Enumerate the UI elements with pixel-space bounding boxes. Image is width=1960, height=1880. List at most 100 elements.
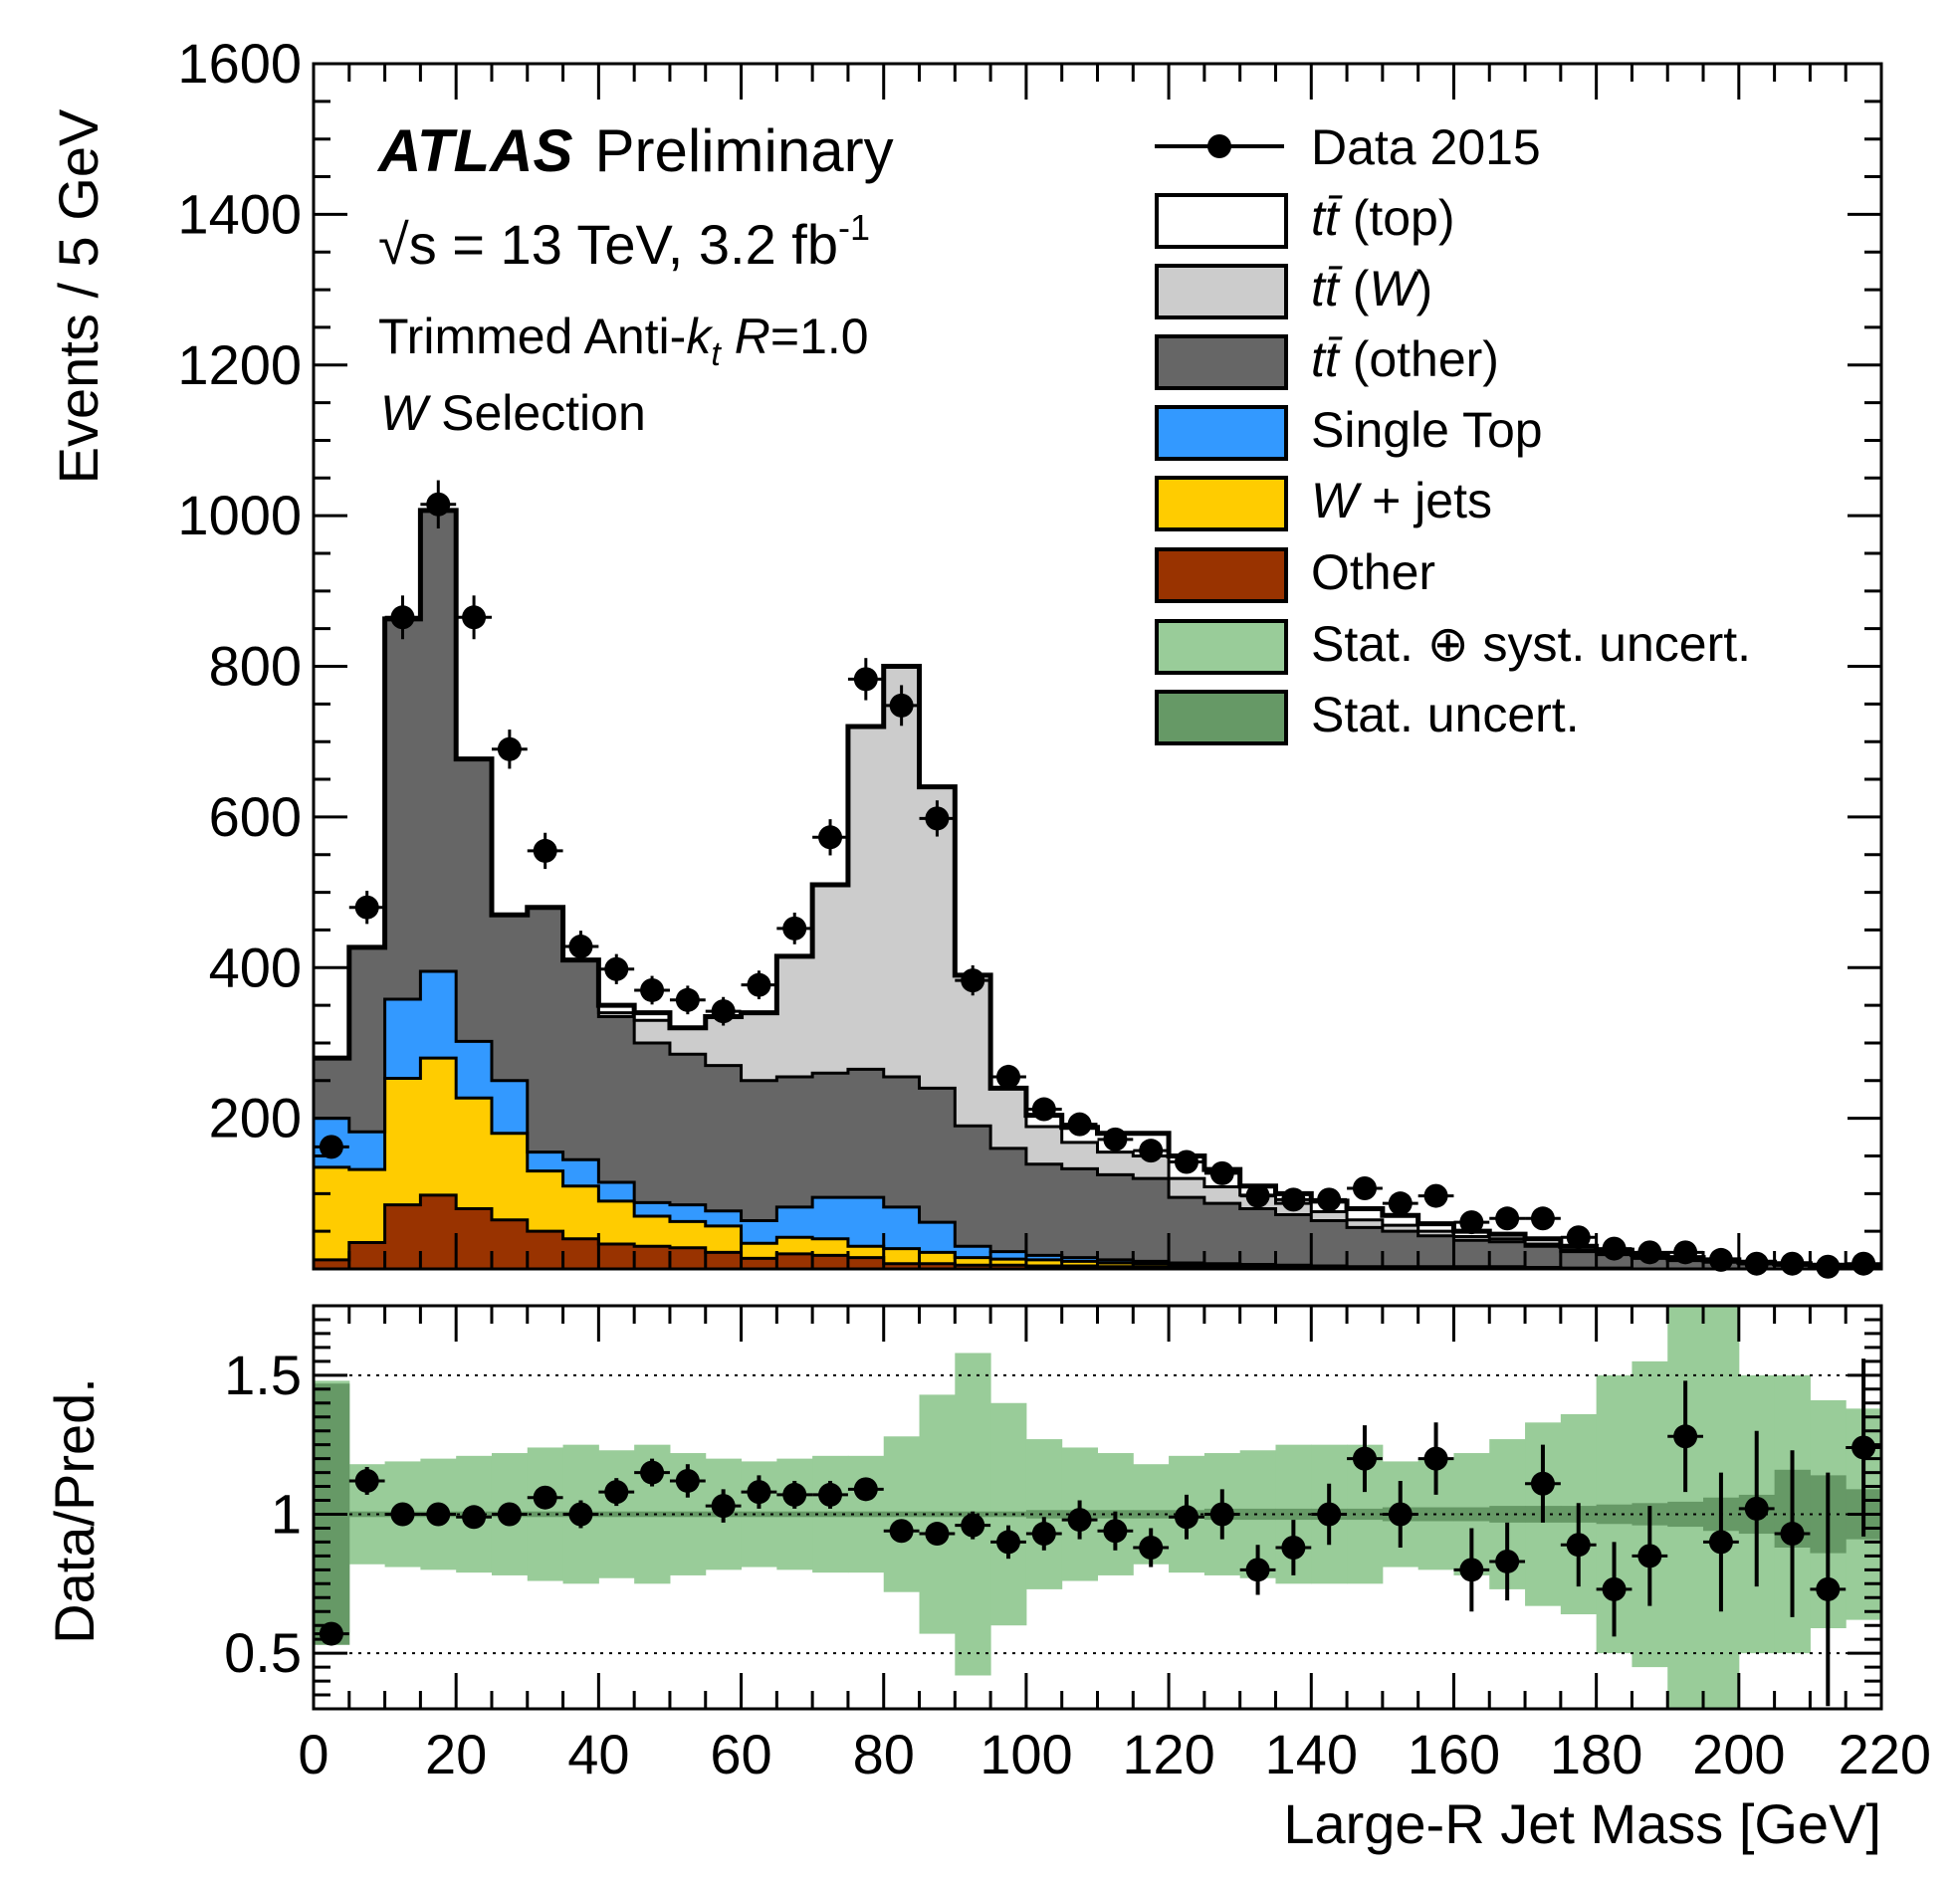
ratio-point — [604, 1480, 629, 1505]
x-axis-label: Large-R Jet Mass [GeV] — [1283, 1792, 1881, 1855]
x-tick-label: 100 — [980, 1723, 1072, 1785]
ratio-point — [1637, 1544, 1662, 1568]
legend-entry-ttbar-other: tt̄ (other) — [1155, 331, 1499, 390]
ratio-point — [1031, 1522, 1056, 1547]
ratio-point — [354, 1468, 379, 1493]
x-tick-label: 40 — [567, 1723, 629, 1785]
legend-swatch-ttbar-top — [1155, 193, 1288, 249]
data-point — [782, 916, 807, 940]
stat-band-bin — [669, 1511, 707, 1518]
ratio-point — [1566, 1533, 1591, 1558]
data-point — [818, 825, 843, 850]
ratio-point — [1495, 1549, 1520, 1573]
ratio-point — [1139, 1536, 1164, 1560]
ratio-point — [1067, 1508, 1092, 1533]
energy-text: s = 13 TeV, 3.2 fb — [409, 213, 838, 276]
data-point — [996, 1064, 1021, 1089]
data-point — [1566, 1225, 1591, 1250]
data-point — [390, 605, 415, 630]
data-point — [1637, 1240, 1662, 1265]
ratio-point — [1174, 1505, 1198, 1530]
ratio-point — [1281, 1536, 1306, 1560]
stat-band-bin — [1133, 1510, 1170, 1519]
legend-ttbar-symbol: tt̄ — [1311, 261, 1343, 316]
stat-band-bin — [1347, 1508, 1384, 1521]
legend-ttbar-symbol: tt̄ — [1311, 190, 1343, 246]
jet-algo-prefix: Trimmed Anti- — [378, 309, 686, 364]
stat-band-bin — [919, 1511, 956, 1518]
ratio-point — [853, 1477, 878, 1502]
stat-band-bin — [598, 1511, 635, 1518]
main-y-tick-label: 1400 — [177, 182, 302, 245]
ratio-point — [1744, 1496, 1769, 1521]
jet-algorithm-label: Trimmed Anti-kt R=1.0 — [378, 309, 869, 373]
data-point — [711, 999, 736, 1024]
legend-entry-wjets: W + jets — [1155, 473, 1492, 531]
energy-lumi-label: √s = 13 TeV, 3.2 fb-1 — [378, 207, 870, 276]
data-point — [675, 987, 700, 1012]
legend-entry-single-top: Single Top — [1155, 402, 1543, 461]
data-point — [1673, 1240, 1698, 1265]
legend-ttbar-w-w: W — [1369, 261, 1420, 316]
legend-ttbar-w-close: ) — [1416, 261, 1433, 316]
ratio-point — [1708, 1530, 1733, 1555]
ratio-point — [782, 1482, 807, 1507]
ratio-point — [1459, 1558, 1484, 1582]
x-tick-label: 20 — [425, 1723, 487, 1785]
stat-band-bin — [527, 1511, 564, 1518]
ratio-y-tick-labels: 0.5 1 1.5 — [224, 1344, 302, 1684]
ratio-point — [961, 1513, 985, 1538]
data-point — [961, 968, 985, 993]
stat-band-bin — [812, 1511, 849, 1518]
ratio-point — [1851, 1435, 1876, 1460]
ratio-point — [1209, 1502, 1234, 1527]
legend-swatch-stat — [1155, 690, 1288, 745]
data-point — [604, 956, 629, 981]
ratio-point — [925, 1522, 950, 1547]
legend-entry-data: Data 2015 — [1155, 119, 1541, 175]
data-point — [1780, 1251, 1805, 1276]
data-point — [853, 667, 878, 692]
legend-entry-statsyst: Stat. ⊕ syst. uncert. — [1155, 616, 1751, 675]
ratio-point — [1388, 1502, 1413, 1527]
stat-band-bin — [990, 1511, 1027, 1518]
x-tick-label: 120 — [1122, 1723, 1214, 1785]
legend-entry-ttbar-top: tt̄ (top) — [1155, 190, 1455, 249]
legend-swatch-ttbar-w — [1155, 264, 1288, 319]
legend-swatch-single-top — [1155, 405, 1288, 461]
energy-superscript: -1 — [838, 207, 870, 248]
ratio-point — [818, 1482, 843, 1507]
legend-ttbar-w-open: ( — [1339, 261, 1370, 316]
data-point — [1031, 1097, 1056, 1122]
ratio-point — [1103, 1519, 1128, 1544]
legend-swatch-wjets — [1155, 476, 1288, 531]
legend-entry-stat: Stat. uncert. — [1155, 687, 1580, 745]
ratio-point — [1352, 1446, 1377, 1471]
legend-ttbar-other-suffix: (other) — [1339, 331, 1499, 387]
ratio-point — [996, 1530, 1021, 1555]
ratio-y-tick-label: 1 — [271, 1482, 302, 1545]
data-point — [1352, 1176, 1377, 1201]
legend-wjets-rest: + jets — [1358, 473, 1492, 528]
data-point — [533, 838, 557, 863]
data-point — [889, 693, 914, 718]
legend-label-ttbar-top: tt̄ (top) — [1311, 190, 1455, 246]
ratio-point — [462, 1505, 487, 1530]
ratio-point — [711, 1494, 736, 1519]
legend-label-data: Data 2015 — [1311, 119, 1541, 175]
legend: Data 2015 tt̄ (top) tt̄ (W) tt̄ (other) … — [1155, 119, 1751, 745]
jet-algo-r: R — [735, 309, 770, 364]
atlas-label: ATLAS Preliminary — [376, 117, 894, 184]
main-y-tick-label: 600 — [209, 785, 302, 848]
legend-label-ttbar-w: tt̄ (W) — [1311, 261, 1432, 316]
legend-label-statsyst: Stat. ⊕ syst. uncert. — [1311, 616, 1751, 672]
data-point — [354, 895, 379, 920]
main-panel: 200 400 600 800 1000 1200 1400 1600 Events / 5 … — [47, 32, 1883, 1279]
data-point — [497, 736, 522, 761]
jet-algo-rvalue: =1.0 — [770, 309, 869, 364]
legend-label-other: Other — [1311, 544, 1435, 600]
selection-w: W — [380, 385, 432, 441]
data-point — [1245, 1183, 1270, 1208]
data-point — [1317, 1187, 1342, 1212]
